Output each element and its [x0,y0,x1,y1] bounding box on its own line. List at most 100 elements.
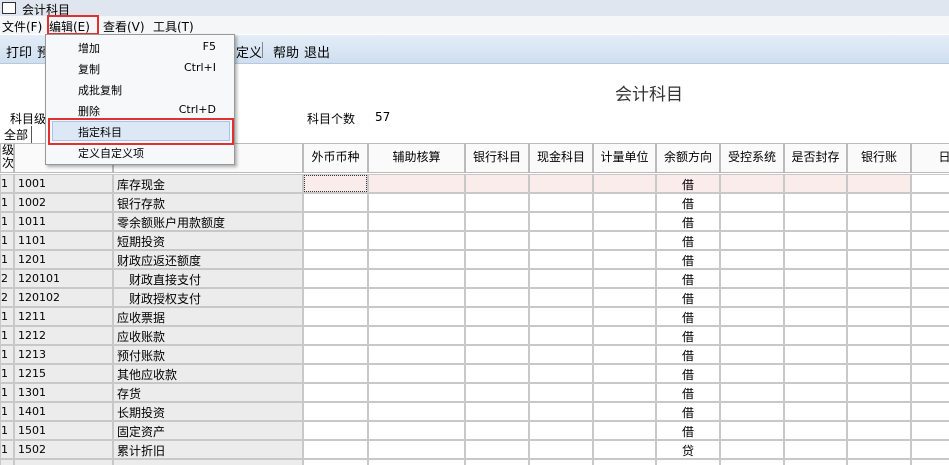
table-cell [368,421,465,440]
table-cell [529,174,593,193]
balance-direction: 借 [682,311,695,325]
table-cell [465,459,529,465]
balance-direction: 贷 [682,444,695,458]
table-cell [593,231,656,250]
column-header: 余额方向 [656,143,720,173]
table-cell [303,288,368,307]
table-cell [465,364,529,383]
balance-direction: 借 [682,235,695,249]
level: 1 [1,310,8,323]
table-cell [303,193,368,212]
level: 1 [1,196,8,209]
dropdown-item[interactable]: 复制 [78,63,100,76]
table-cell [720,402,784,421]
table-cell [465,231,529,250]
table-cell [529,231,593,250]
table-cell [113,250,303,269]
account-code: 120101 [18,272,60,285]
toolbar-button[interactable]: 打印 [6,46,33,61]
column-header-text: 银行科目 [472,150,521,164]
table-cell [784,212,847,231]
table-cell [368,250,465,269]
menu-item[interactable]: 查看(V) [103,20,145,34]
column-header-text: 日记 [938,150,949,164]
menu-item[interactable]: 文件(F) [2,20,43,34]
dropdown-item[interactable]: 删除 [78,105,100,118]
table-cell [465,250,529,269]
account-name: 应收票据 [117,311,166,325]
balance-direction: 借 [682,425,695,439]
table-cell [911,326,949,345]
table-cell [0,231,14,250]
table-cell [0,440,14,459]
dropdown-item[interactable]: 成批复制 [78,84,122,97]
table-cell [720,364,784,383]
table-cell [911,231,949,250]
table-cell [368,364,465,383]
table-cell [656,421,720,440]
table-cell [593,421,656,440]
account-name: 累计折旧 [117,444,166,458]
toolbar-button[interactable]: 定义 [236,46,263,61]
table-cell [720,421,784,440]
dropdown-item[interactable]: 定义自定义项 [78,147,144,160]
table-cell [368,193,465,212]
table-cell [113,231,303,250]
menu-item[interactable]: 工具(T) [153,20,194,34]
account-name: 固定资产 [117,425,166,439]
table-cell [0,212,14,231]
tab[interactable]: 全部 [4,126,33,143]
table-cell [0,174,14,193]
table-cell [14,364,113,383]
table-cell [720,288,784,307]
account-code: 1501 [18,424,46,437]
column-header: 银行科目 [465,143,529,173]
dropdown-item[interactable]: 指定科目 [78,126,122,139]
toolbar-separator [262,42,263,58]
toolbar-button[interactable]: 帮助 [273,46,300,61]
account-code: 1502 [18,443,46,456]
table-cell [911,269,949,288]
table-cell [303,421,368,440]
column-header-text: 是否封存 [791,150,840,164]
table-cell [0,288,14,307]
table-cell [14,459,113,465]
table-cell [784,193,847,212]
menu-item[interactable]: 编辑(E) [49,20,90,34]
account-code: 1101 [18,234,46,247]
table-cell [113,212,303,231]
table-cell [529,440,593,459]
table-cell [784,326,847,345]
table-cell [465,421,529,440]
table-cell [847,193,911,212]
column-header: 计量单位 [593,143,656,173]
account-name: 零余额账户用款额度 [117,216,226,230]
column-header: 日记 [911,143,949,173]
table-cell [368,212,465,231]
table-cell [847,364,911,383]
table-cell [465,440,529,459]
table-cell [368,307,465,326]
table-cell [784,288,847,307]
balance-direction: 借 [682,273,695,287]
table-cell [14,307,113,326]
dropdown-item[interactable]: 增加 [78,42,100,55]
window-title: 会计科目 [22,3,71,17]
table-cell [14,212,113,231]
table-cell [593,288,656,307]
toolbar-button[interactable]: 退出 [304,46,331,61]
level: 1 [1,215,8,228]
table-cell [529,421,593,440]
item-red-box [48,118,234,145]
table-cell [368,459,465,465]
column-header-text: 计量单位 [600,150,649,164]
level: 1 [1,405,8,418]
table-cell [847,440,911,459]
table-cell [368,231,465,250]
table-cell [303,459,368,465]
table-cell [0,307,14,326]
table-cell [847,421,911,440]
table-cell [784,402,847,421]
account-code: 120102 [18,291,60,304]
